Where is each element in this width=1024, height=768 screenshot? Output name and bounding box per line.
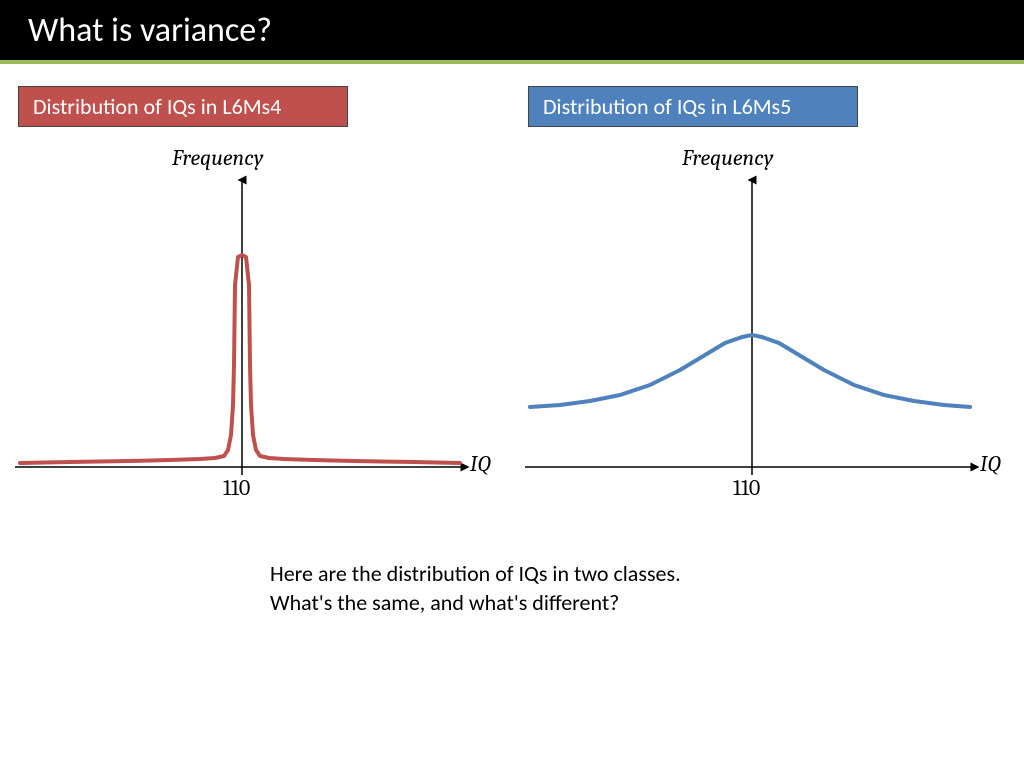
chart-svg-left: [10, 145, 500, 505]
x-axis-label-right: IQ: [980, 451, 1001, 477]
distribution-curve-right: [530, 335, 970, 407]
x-tick-label-left: 110: [223, 475, 250, 501]
slide-caption: Here are the distribution of IQs in two …: [270, 560, 700, 617]
x-tick-label-right: 110: [733, 475, 760, 501]
distribution-chart-left: Frequency 110 IQ: [10, 145, 500, 505]
slide-title: What is variance?: [28, 10, 272, 51]
chart-svg-right: [520, 145, 1010, 505]
x-axis-label-left: IQ: [470, 451, 491, 477]
chart-label-left: Distribution of IQs in L6Ms4: [18, 86, 348, 127]
distribution-curve-left: [20, 255, 460, 463]
accent-rule: [0, 60, 1024, 64]
chart-label-right: Distribution of IQs in L6Ms5: [528, 86, 858, 127]
slide-title-bar: What is variance?: [0, 0, 1024, 60]
distribution-chart-right: Frequency 110 IQ: [520, 145, 1010, 505]
